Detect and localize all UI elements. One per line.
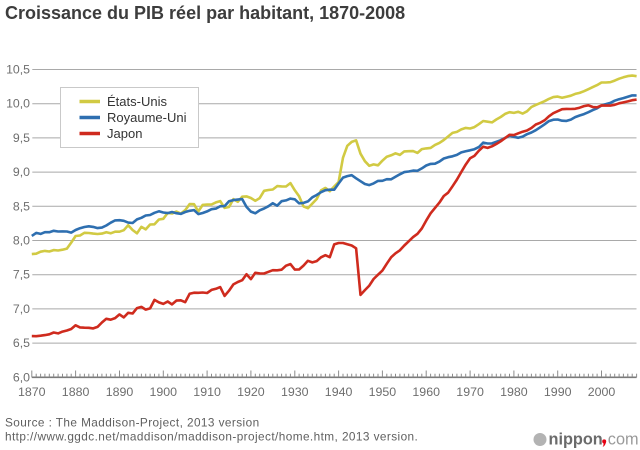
svg-text:6,0: 6,0 [13, 370, 30, 384]
svg-text:10,0: 10,0 [6, 97, 30, 111]
svg-text:Croissance du PIB réel par hab: Croissance du PIB réel par habitant, 187… [5, 3, 405, 23]
svg-text:1950: 1950 [369, 385, 397, 399]
svg-text:1870: 1870 [18, 385, 46, 399]
svg-text:10,5: 10,5 [6, 63, 30, 77]
svg-text:1930: 1930 [281, 385, 309, 399]
svg-text:1960: 1960 [412, 385, 440, 399]
svg-text:http://www.ggdc.net/maddison/m: http://www.ggdc.net/maddison/maddison-pr… [5, 430, 418, 444]
svg-text:1880: 1880 [62, 385, 90, 399]
svg-text:Japon: Japon [107, 126, 142, 141]
svg-text:1980: 1980 [500, 385, 528, 399]
svg-text:1900: 1900 [150, 385, 178, 399]
svg-text:9,0: 9,0 [13, 165, 30, 179]
svg-text:1990: 1990 [544, 385, 572, 399]
svg-text:1920: 1920 [237, 385, 265, 399]
svg-text:2000: 2000 [588, 385, 616, 399]
svg-text:9,5: 9,5 [13, 131, 30, 145]
svg-text:1970: 1970 [456, 385, 484, 399]
svg-text:7,5: 7,5 [13, 268, 30, 282]
svg-text:8,5: 8,5 [13, 199, 30, 213]
svg-text:Royaume-Uni: Royaume-Uni [107, 110, 187, 125]
svg-text:nippon: nippon [549, 431, 603, 449]
svg-text:Source : The Maddison-Project,: Source : The Maddison-Project, 2013 vers… [5, 416, 260, 430]
svg-text:1940: 1940 [325, 385, 353, 399]
svg-text:com: com [608, 431, 639, 449]
svg-text:1910: 1910 [193, 385, 221, 399]
svg-text:6,5: 6,5 [13, 336, 30, 350]
svg-text:7,0: 7,0 [13, 302, 30, 316]
svg-text:1890: 1890 [106, 385, 134, 399]
svg-text:8,0: 8,0 [13, 234, 30, 248]
svg-text:États-Unis: États-Unis [107, 94, 167, 109]
